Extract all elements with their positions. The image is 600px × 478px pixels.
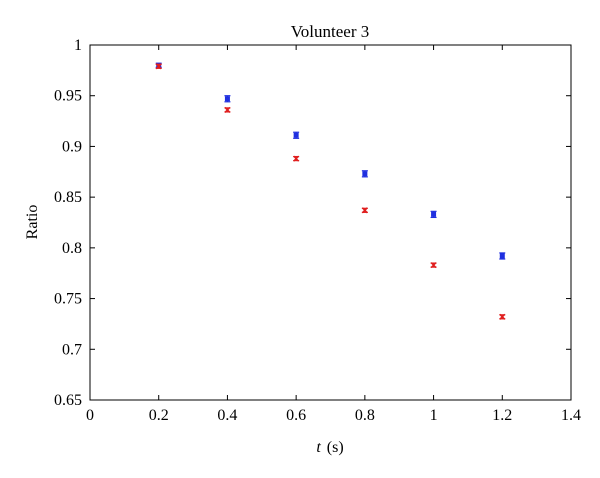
chart-title: Volunteer 3 [291,22,370,41]
x-tick-label: 0 [86,407,94,424]
y-tick-label: 0.95 [54,88,82,105]
marker [361,207,368,214]
data-point [361,207,368,214]
data-point [293,155,300,162]
data-point [293,131,300,139]
marker [431,211,437,217]
y-tick-label: 0.85 [54,189,82,206]
y-tick-label: 0.7 [62,341,82,358]
marker [499,253,505,259]
plot-area [89,44,572,401]
marker [155,63,162,70]
x-axis-label: t (s) [316,439,343,456]
y-tick-label: 0.8 [62,240,82,257]
x-tick-label: 0.4 [217,407,237,424]
data-point [430,210,437,219]
x-axis: 0 0.2 0.4 0.6 0.8 1 1.2 1.4 [86,45,581,424]
marker [293,132,299,138]
data-point [224,95,231,103]
data-point [499,252,506,260]
y-axis-label: Ratio [24,205,41,240]
x-tick-label: 1 [430,407,438,424]
x-tick-label: 0.6 [286,407,306,424]
series-2 [155,63,506,320]
series-1 [155,62,506,260]
x-tick-label: 1.2 [492,407,512,424]
marker [224,106,231,113]
marker [224,96,230,102]
data-series [155,62,506,320]
marker [362,171,368,177]
x-tick-label: 0.8 [355,407,375,424]
y-tick-label: 0.65 [54,392,82,409]
y-tick-label: 1 [74,37,82,54]
data-point [361,170,368,178]
marker [499,313,506,320]
y-tick-label: 0.9 [62,138,82,155]
marker [430,262,437,269]
x-axis-label-unit: (s) [327,439,344,456]
data-point [155,63,162,70]
y-tick-label: 0.75 [54,291,82,308]
marker [293,155,300,162]
x-axis-label-variable: t [316,439,321,456]
data-point [499,313,506,320]
data-point [224,106,231,113]
x-tick-label: 1.4 [561,407,581,424]
y-axis: 0.65 0.7 0.75 0.8 0.85 0.9 0.95 1 [54,37,571,409]
x-tick-label: 0.2 [149,407,169,424]
data-point [430,262,437,269]
